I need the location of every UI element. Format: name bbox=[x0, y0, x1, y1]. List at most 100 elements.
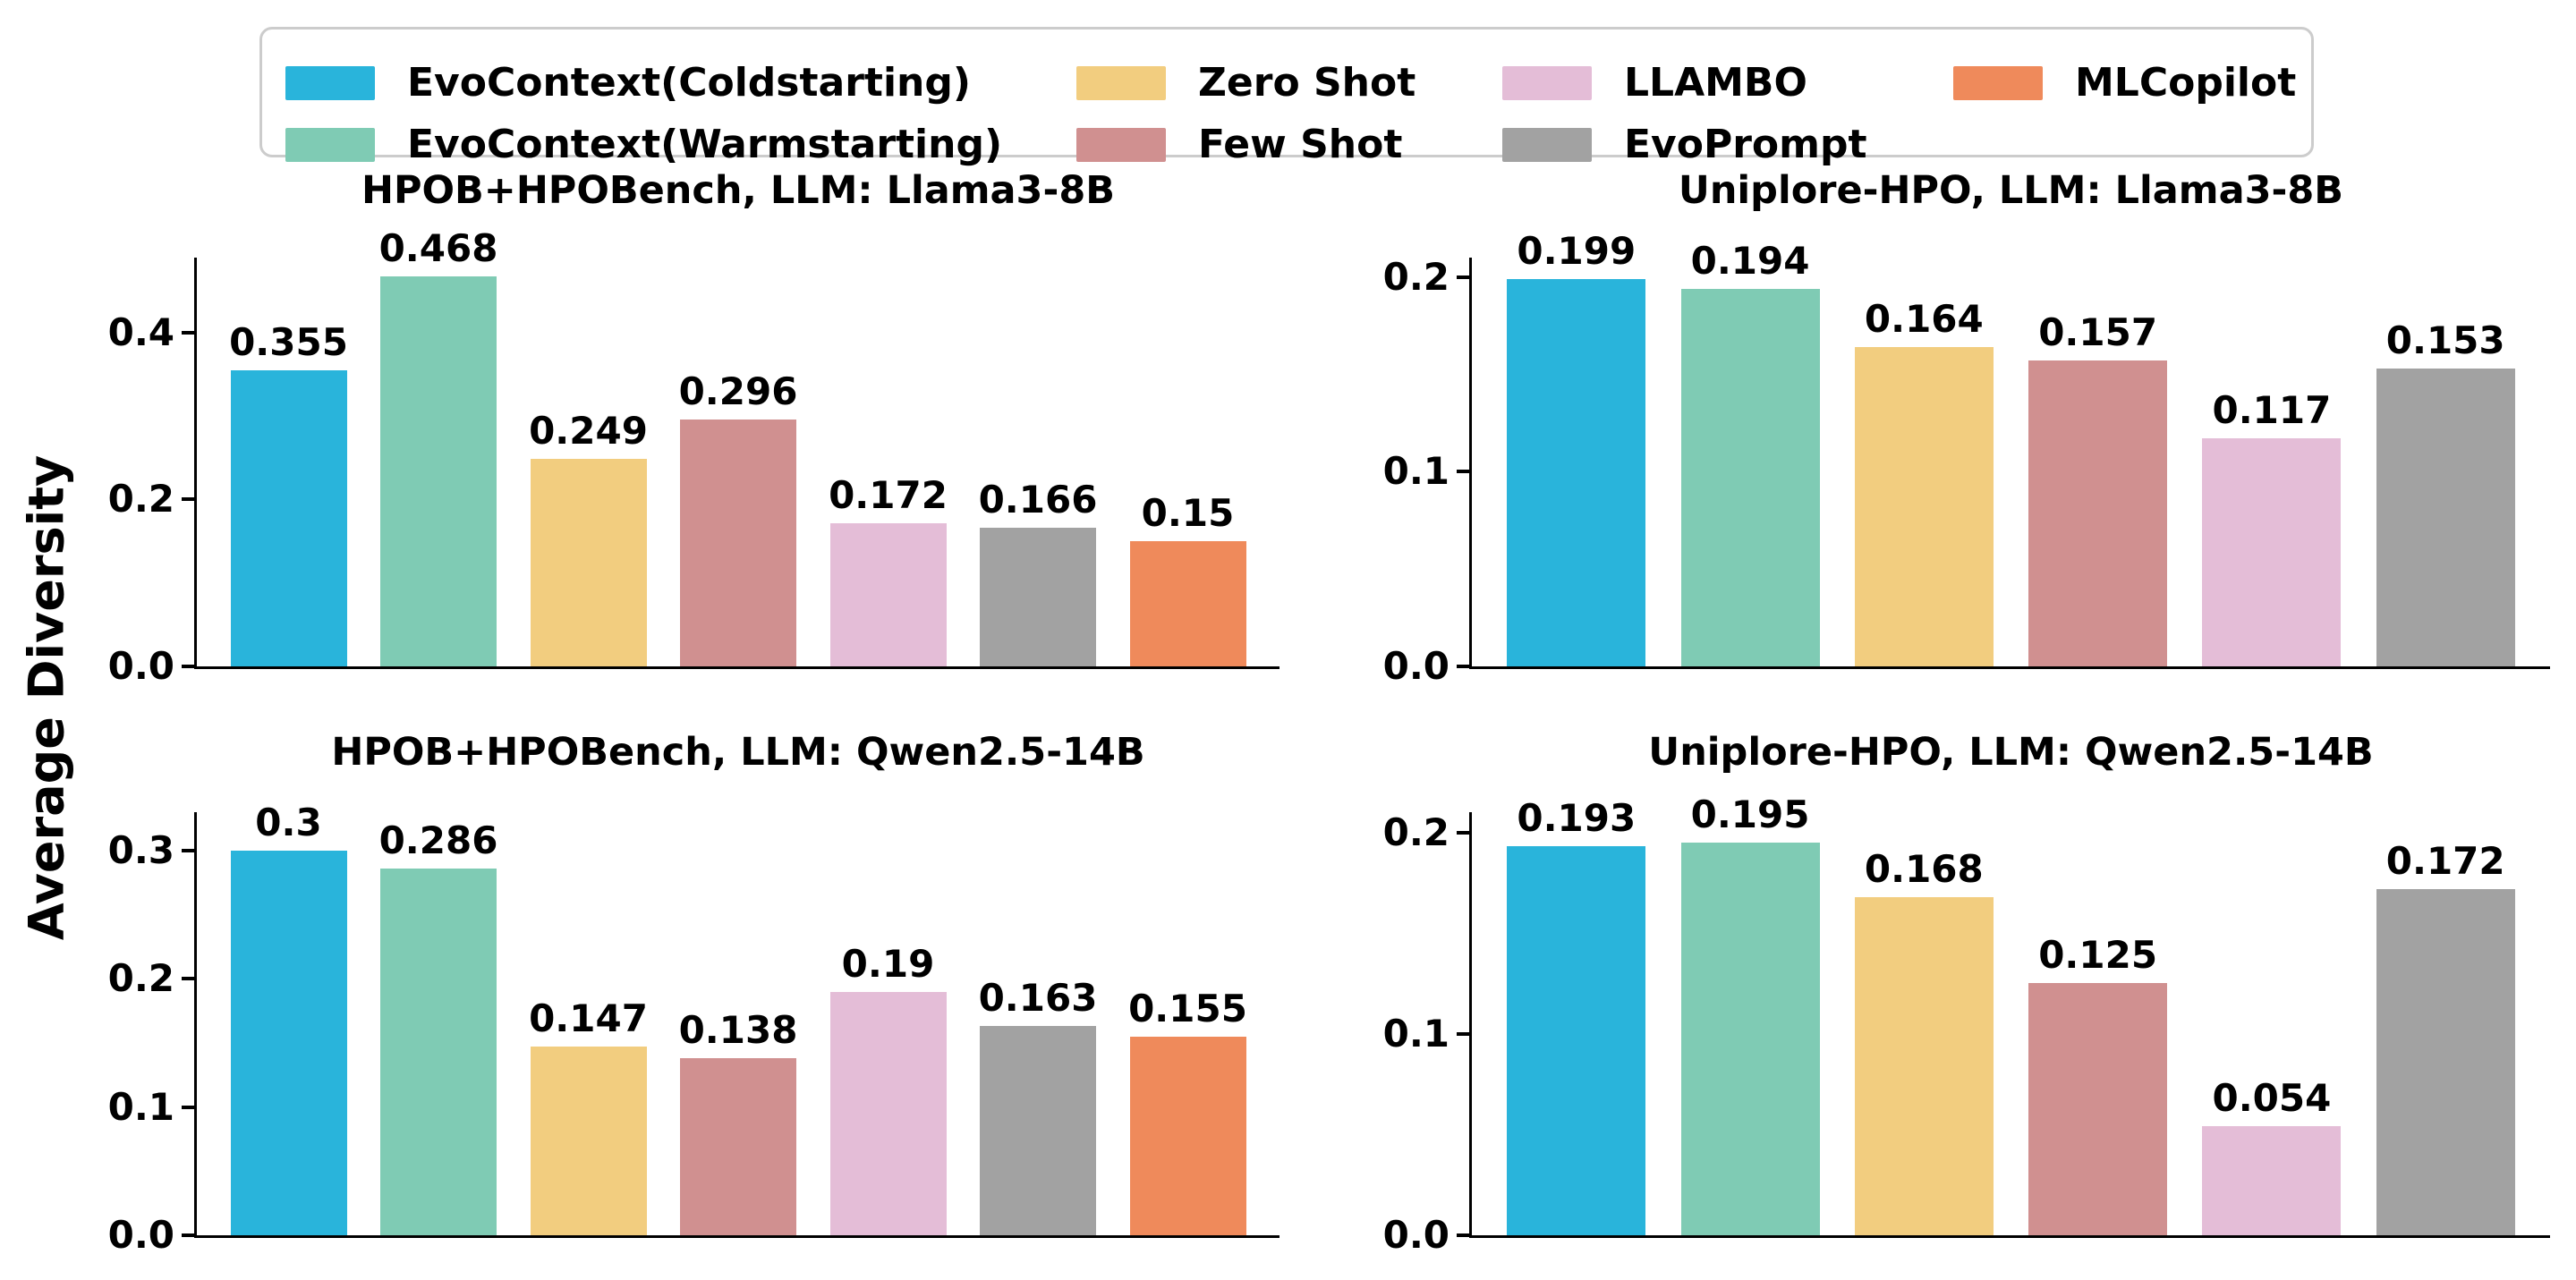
bar-value-label: 0.286 bbox=[378, 818, 498, 863]
bar-zero-shot bbox=[1854, 347, 1994, 666]
legend-item: EvoPrompt bbox=[1502, 122, 1867, 168]
bar-value-label: 0.194 bbox=[1690, 238, 1810, 283]
y-axis-line bbox=[1469, 258, 1472, 666]
bar-value-label: 0.163 bbox=[978, 976, 1098, 1021]
y-tick-label: 0.2 bbox=[1382, 810, 1450, 854]
legend-item: EvoContext(Warmstarting) bbox=[285, 122, 1002, 168]
subplot-uniplore-qwen25: Uniplore-HPO, LLM: Qwen2.5-14B 0.0 0.1 0.2… bbox=[1383, 730, 2550, 1254]
bar-few-shot bbox=[680, 1058, 796, 1235]
y-axis-line bbox=[194, 812, 197, 1235]
bar-evocontext-warmstarting- bbox=[380, 275, 497, 666]
bar-value-label: 0.147 bbox=[529, 996, 648, 1041]
subplot-hpob-llama3: HPOB+HPOBench, LLM: Llama3-8B 0.0 0.2 0.4 0… bbox=[108, 168, 1279, 685]
bar-mlcopilot bbox=[1129, 1036, 1246, 1235]
bar-mlcopilot bbox=[1129, 541, 1246, 666]
bar-zero-shot bbox=[530, 458, 647, 666]
bar-value-label: 0.166 bbox=[978, 478, 1098, 522]
bar-value-label: 0.172 bbox=[829, 472, 948, 517]
y-tick-label: 0.0 bbox=[107, 644, 174, 688]
bar-few-shot bbox=[680, 419, 796, 666]
bar-value-label: 0.168 bbox=[1864, 846, 1984, 891]
bar-value-label: 0.125 bbox=[2038, 933, 2158, 978]
y-tick-mark bbox=[182, 330, 194, 335]
y-tick-mark bbox=[1457, 470, 1469, 474]
bar-zero-shot bbox=[1854, 896, 1994, 1235]
bar-evocontext-coldstarting- bbox=[230, 851, 347, 1235]
bar-value-label: 0.195 bbox=[1690, 792, 1810, 836]
bar-value-label: 0.164 bbox=[1864, 297, 1984, 342]
bar-value-label: 0.155 bbox=[1128, 986, 1247, 1030]
y-tick-mark bbox=[182, 497, 194, 502]
bar-evocontext-warmstarting- bbox=[1680, 842, 1820, 1235]
y-tick-mark bbox=[182, 1105, 194, 1109]
bar-evoprompt bbox=[980, 528, 1096, 666]
legend-label: EvoContext(Warmstarting) bbox=[407, 122, 1003, 167]
bar-value-label: 0.468 bbox=[378, 225, 498, 270]
legend-label: Few Shot bbox=[1198, 122, 1403, 167]
bar-evoprompt bbox=[980, 1026, 1096, 1235]
bar-value-label: 0.3 bbox=[255, 801, 322, 844]
bar-value-label: 0.157 bbox=[2038, 310, 2158, 355]
x-axis-line bbox=[1469, 666, 2550, 669]
legend-label: Zero Shot bbox=[1198, 60, 1416, 106]
y-tick-label: 0.0 bbox=[107, 1213, 174, 1257]
bar-evocontext-warmstarting- bbox=[380, 869, 497, 1235]
bar-evocontext-warmstarting- bbox=[1680, 288, 1820, 666]
legend-swatch-icon bbox=[1502, 66, 1592, 100]
y-axis-line bbox=[1469, 812, 1472, 1235]
x-axis-line bbox=[1469, 1235, 2550, 1238]
bar-few-shot bbox=[2028, 360, 2168, 666]
y-tick-mark bbox=[182, 849, 194, 852]
plot-area: 0.0 0.1 0.2 0.193 0.195 0.168 0.125 0.054 0.172 bbox=[1383, 795, 2550, 1254]
bar-value-label: 0.172 bbox=[2385, 838, 2505, 883]
y-tick-label: 0.4 bbox=[107, 309, 174, 354]
y-tick-mark bbox=[1457, 275, 1469, 279]
legend-swatch-icon bbox=[285, 128, 375, 162]
legend-swatch-icon bbox=[285, 66, 375, 100]
subplot-hpob-qwen25: HPOB+HPOBench, LLM: Qwen2.5-14B 0.0 0.1 0.… bbox=[108, 730, 1279, 1254]
legend-item: Zero Shot bbox=[1076, 60, 1416, 106]
y-tick-label: 0.1 bbox=[1382, 449, 1450, 494]
legend-item: Few Shot bbox=[1076, 122, 1402, 168]
y-tick-label: 0.2 bbox=[1382, 254, 1450, 299]
bar-value-label: 0.193 bbox=[1517, 796, 1637, 841]
bar-value-label: 0.249 bbox=[529, 408, 648, 453]
bar-llambo bbox=[829, 522, 947, 666]
bar-llambo bbox=[829, 991, 947, 1235]
bar-value-label: 0.355 bbox=[229, 319, 348, 364]
plot-area: 0.0 0.1 0.2 0.199 0.194 0.164 0.157 0.117 0.153 bbox=[1383, 232, 2550, 685]
bar-zero-shot bbox=[530, 1047, 647, 1235]
y-tick-mark bbox=[182, 1233, 194, 1237]
bar-value-label: 0.15 bbox=[1141, 491, 1235, 536]
y-tick-mark bbox=[1457, 1233, 1469, 1237]
x-axis-line bbox=[194, 1235, 1279, 1238]
bar-value-label: 0.296 bbox=[678, 369, 798, 413]
bar-evoprompt bbox=[2376, 369, 2515, 666]
legend-item: LLAMBO bbox=[1502, 60, 1807, 106]
y-tick-label: 0.3 bbox=[107, 828, 174, 872]
y-tick-mark bbox=[182, 977, 194, 981]
subplot-title: Uniplore-HPO, LLM: Llama3-8B bbox=[1678, 168, 2344, 213]
bar-value-label: 0.153 bbox=[2385, 318, 2505, 363]
y-tick-label: 0.1 bbox=[1382, 1011, 1450, 1055]
bar-value-label: 0.19 bbox=[841, 941, 935, 986]
y-tick-mark bbox=[182, 665, 194, 668]
legend-label: MLCopilot bbox=[2075, 60, 2297, 106]
plot-area: 0.0 0.2 0.4 0.355 0.468 0.249 0.296 0.172 0.166 0… bbox=[108, 229, 1279, 685]
legend-label: EvoPrompt bbox=[1624, 122, 1867, 167]
bar-evocontext-coldstarting- bbox=[1507, 846, 1646, 1235]
subplot-title: HPOB+HPOBench, LLM: Qwen2.5-14B bbox=[331, 730, 1145, 775]
y-tick-label: 0.2 bbox=[107, 477, 174, 521]
bar-llambo bbox=[2202, 438, 2342, 666]
bar-value-label: 0.138 bbox=[678, 1008, 798, 1053]
y-tick-label: 0.0 bbox=[1382, 1213, 1450, 1257]
legend-swatch-icon bbox=[1076, 66, 1166, 100]
x-axis-line bbox=[194, 666, 1279, 669]
legend-swatch-icon bbox=[1953, 66, 2043, 100]
legend-item: MLCopilot bbox=[1953, 60, 2296, 106]
y-tick-mark bbox=[1457, 665, 1469, 668]
y-tick-label: 0.1 bbox=[107, 1084, 174, 1129]
legend-label: EvoContext(Coldstarting) bbox=[407, 60, 971, 106]
y-tick-mark bbox=[1457, 830, 1469, 835]
